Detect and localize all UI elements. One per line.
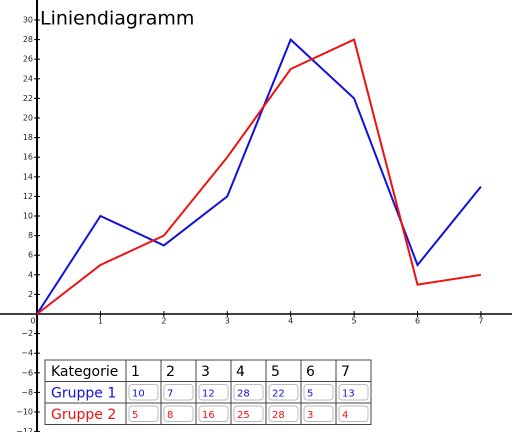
input-box (128, 405, 159, 422)
y-tick-label: 30 (23, 15, 33, 24)
input-box (303, 384, 334, 401)
y-tick-label: 28 (23, 35, 33, 44)
cell-value: 8 (167, 410, 173, 421)
table-header: 1 (131, 364, 140, 380)
y-tick-label: −8 (21, 388, 33, 397)
y-tick-label: −12 (16, 427, 33, 432)
x-tick-label: 3 (225, 317, 230, 326)
input-box (338, 384, 369, 401)
input-box (303, 405, 334, 422)
x-tick-label: 6 (415, 317, 420, 326)
cell-value: 28 (272, 410, 285, 421)
cell-value: 13 (342, 388, 355, 399)
y-tick-label: 2 (28, 290, 33, 299)
y-tick-label: 26 (23, 55, 33, 64)
y-tick-label: 10 (23, 212, 33, 221)
y-tick-label: −10 (16, 408, 33, 417)
series-line (36, 38, 482, 315)
table-header: 4 (236, 364, 245, 380)
input-box (128, 384, 159, 401)
table-header: 3 (201, 364, 210, 380)
y-tick-label: 8 (28, 231, 33, 240)
y-tick-label: −6 (21, 368, 33, 377)
chart-title: Liniendiagramm (40, 8, 194, 30)
y-tick-label: −4 (21, 349, 33, 358)
cell-value: 5 (132, 410, 138, 421)
y-tick-label: 12 (23, 192, 33, 201)
input-box (268, 384, 299, 401)
y-tick-label: 24 (23, 74, 33, 83)
cell-value: 28 (237, 388, 250, 399)
input-box (198, 384, 229, 401)
row-label: Gruppe 1 (51, 385, 116, 401)
input-box (163, 405, 194, 422)
x-tick-label: 0 (30, 317, 35, 326)
series-line (36, 37, 482, 315)
x-tick-label: 1 (98, 317, 103, 326)
cell-value: 12 (202, 388, 215, 399)
cell-value: 5 (307, 388, 313, 399)
table-header: Kategorie (51, 364, 118, 380)
table-header: 2 (166, 364, 175, 380)
input-box (268, 405, 299, 422)
y-tick-label: 4 (28, 270, 33, 279)
cell-value: 4 (342, 410, 348, 421)
input-box (338, 405, 369, 422)
table-header: 7 (341, 364, 350, 380)
table-header: 5 (271, 364, 280, 380)
table-header: 6 (306, 364, 315, 380)
y-tick-label: 22 (23, 94, 33, 103)
y-tick-label: 18 (23, 133, 33, 142)
cell-value: 10 (132, 388, 145, 399)
x-tick-label: 7 (478, 317, 483, 326)
y-tick-label: 20 (23, 113, 33, 122)
cell-value: 7 (167, 388, 173, 399)
x-tick-label: 4 (288, 317, 293, 326)
cell-value: 25 (237, 410, 250, 421)
x-tick-label: 5 (352, 317, 357, 326)
y-tick-label: −2 (21, 329, 33, 338)
cell-value: 22 (272, 388, 285, 399)
y-tick-label: 6 (28, 251, 33, 260)
y-tick-label: 14 (23, 172, 33, 181)
x-tick-label: 2 (161, 317, 166, 326)
input-box (163, 384, 194, 401)
cell-value: 3 (307, 410, 313, 421)
cell-value: 16 (202, 410, 215, 421)
y-tick-label: 16 (23, 153, 33, 162)
input-box (233, 384, 264, 401)
row-label: Gruppe 2 (51, 407, 116, 423)
input-box (233, 405, 264, 422)
input-box (198, 405, 229, 422)
